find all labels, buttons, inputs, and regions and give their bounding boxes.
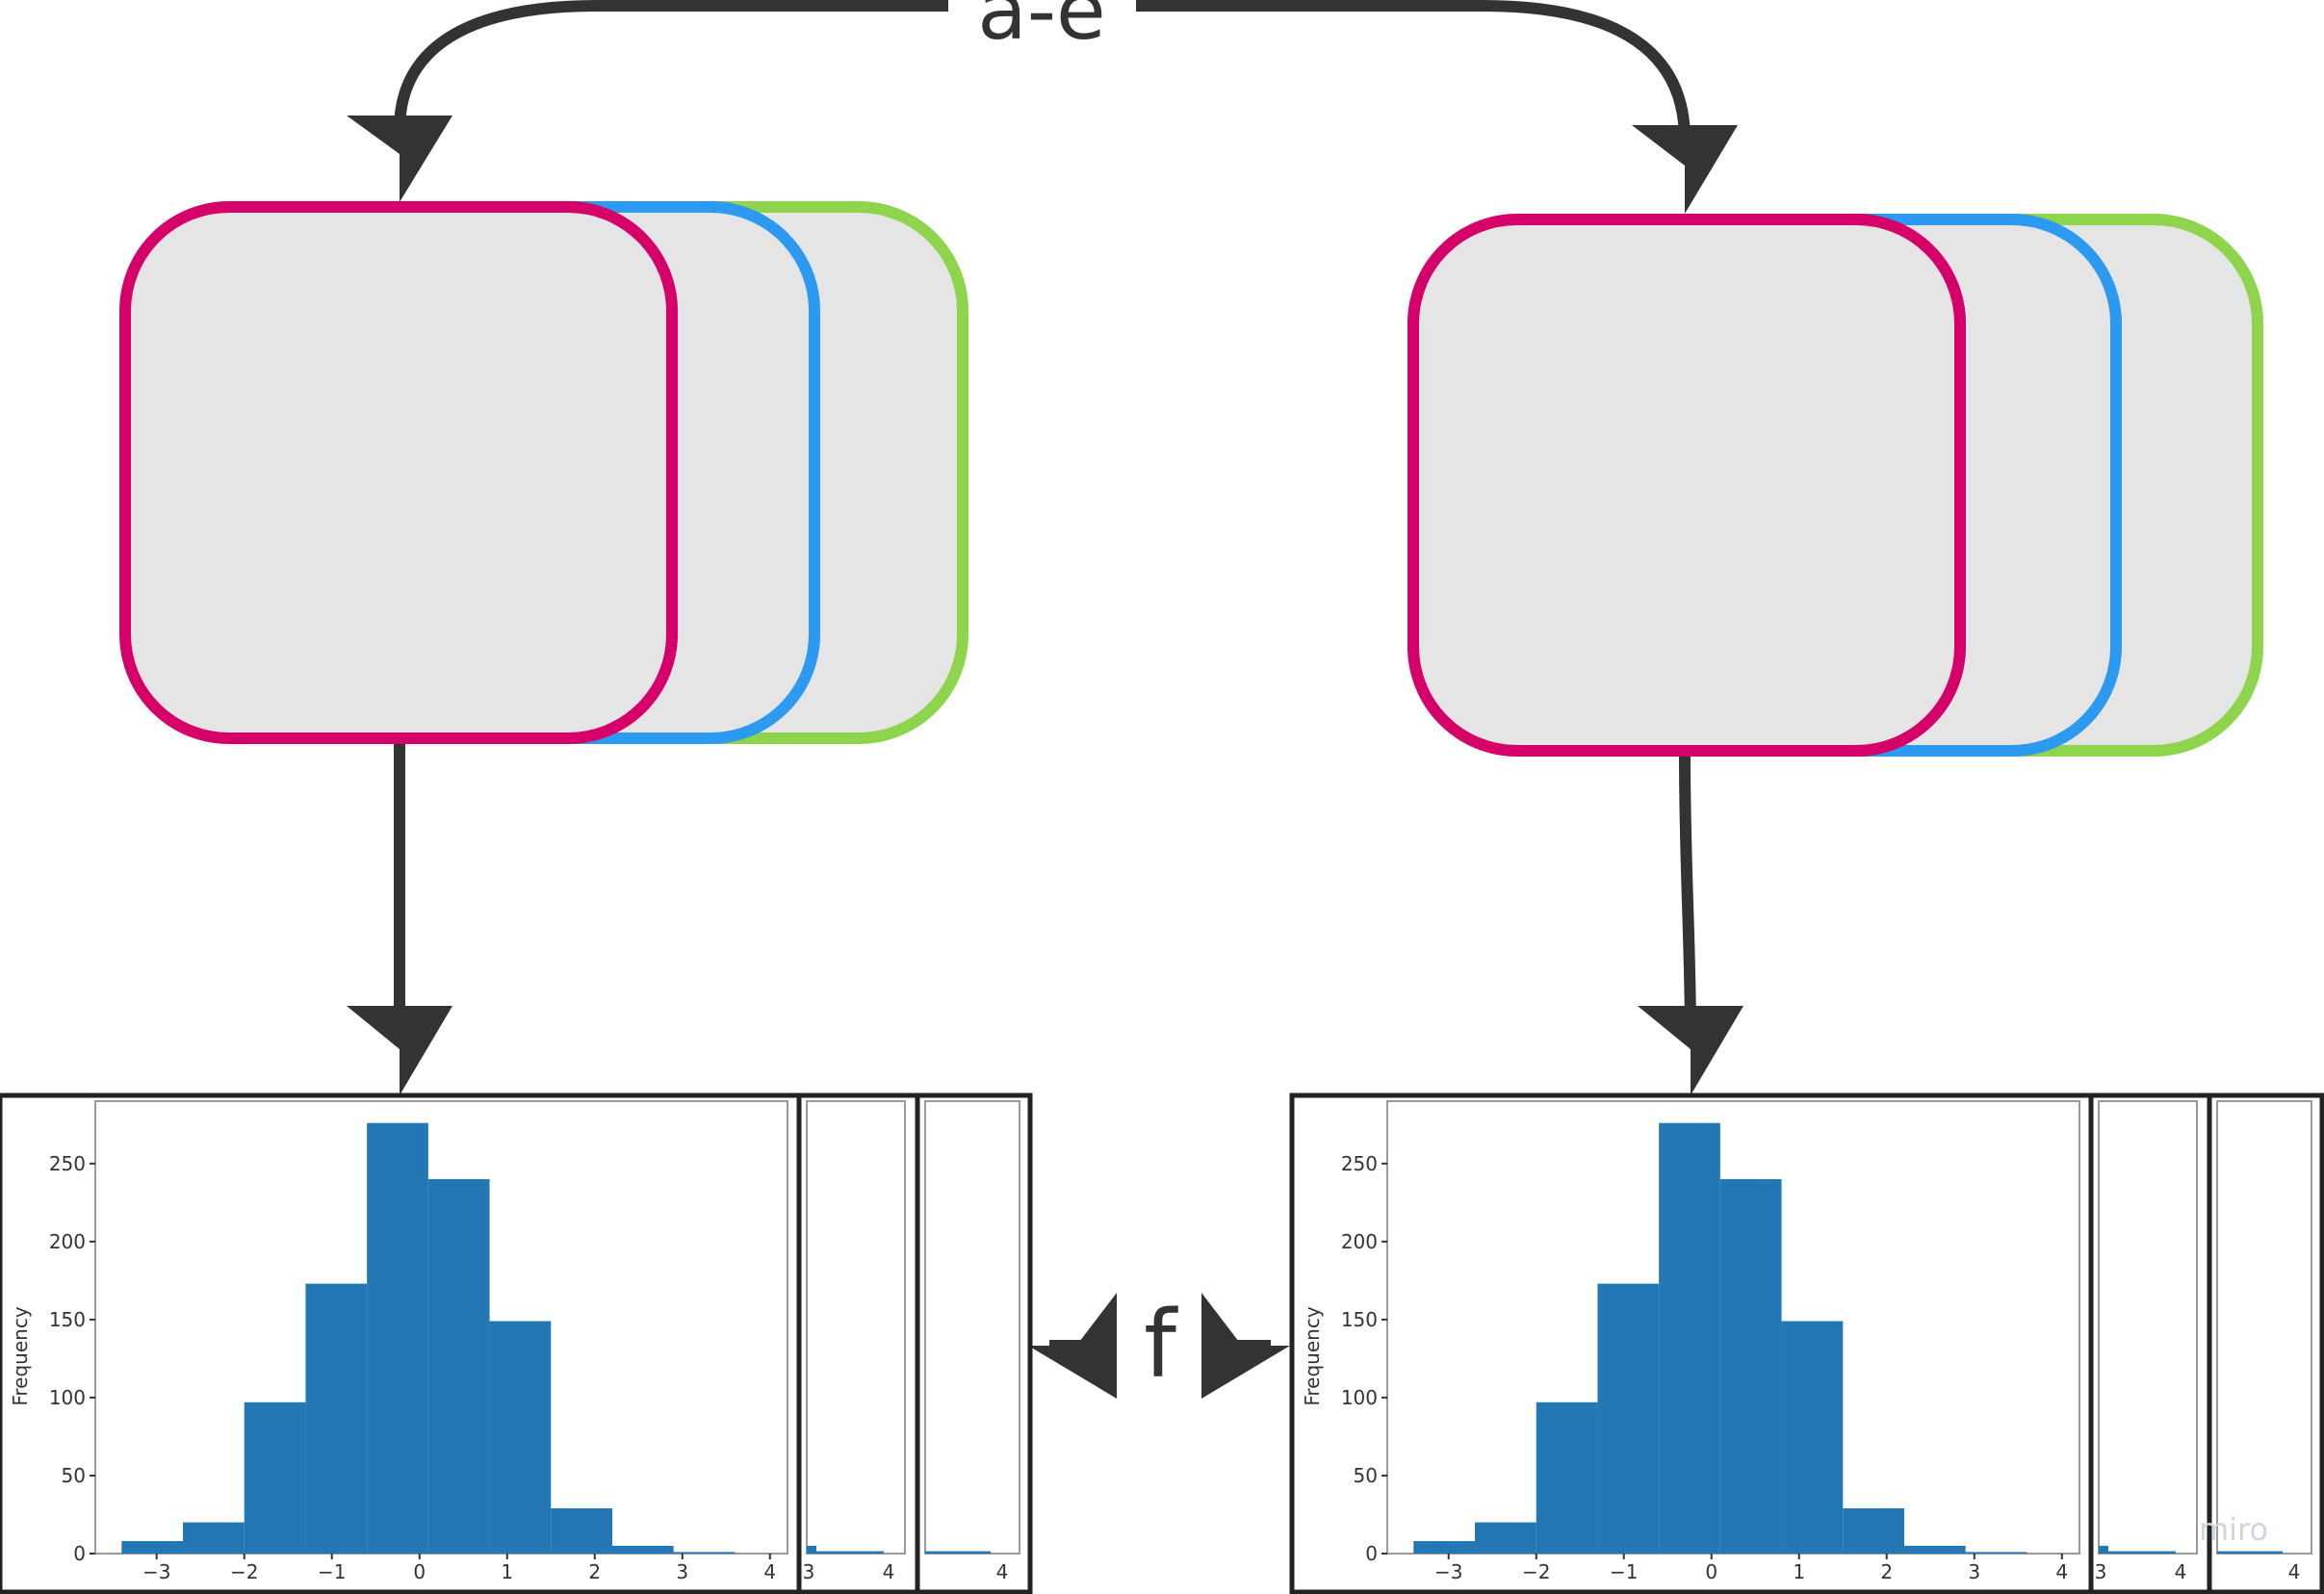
y-tick-label: 250 [1341, 1152, 1378, 1175]
x-tick-label: 4 [883, 1560, 895, 1583]
histogram-bar [807, 1545, 816, 1554]
histogram-bar [551, 1508, 612, 1554]
y-tick-label: 150 [1341, 1308, 1378, 1331]
middle-connector: f [1028, 1291, 1290, 1399]
x-tick-label: −3 [1434, 1560, 1462, 1583]
y-tick-label: 100 [49, 1386, 86, 1409]
card-front [119, 201, 678, 744]
arrowhead-icon [1201, 1293, 1290, 1399]
y-tick-label: 0 [1365, 1542, 1378, 1565]
arrowhead-icon [1028, 1293, 1117, 1399]
x-tick-label: 3 [803, 1560, 815, 1583]
left-card-stack [119, 201, 968, 744]
right-card-stack [1407, 214, 2263, 757]
histogram-bar [1659, 1122, 1720, 1554]
middle-connector-label: f [1144, 1291, 1178, 1399]
histogram-bar [1597, 1283, 1660, 1554]
histogram-bar [489, 1321, 552, 1554]
x-tick-label: −2 [1522, 1560, 1550, 1583]
left-histogram-stack: 3 4 4 −3 −2 −1 0 1 2 3 4 0 50 100 150 200 250 Frequency [0, 1093, 1033, 1594]
x-tick-label: 4 [2175, 1560, 2187, 1583]
histogram-bar [925, 1551, 991, 1554]
histogram-bar [305, 1283, 368, 1554]
histogram-bar [244, 1401, 306, 1554]
x-tick-label: 2 [1880, 1560, 1893, 1583]
top-connector-left-line [394, 0, 948, 131]
x-tick-label: 1 [501, 1560, 513, 1583]
top-connector-right-line [1136, 0, 1691, 141]
top-connector: a-e [347, 0, 1738, 214]
x-tick-label: 4 [996, 1560, 1009, 1583]
histogram-bar [2217, 1551, 2283, 1554]
card-front [1407, 214, 1966, 757]
x-tick-label: −1 [318, 1560, 346, 1583]
x-tick-label: 3 [2095, 1560, 2107, 1583]
arrowhead-icon [347, 1006, 452, 1095]
x-tick-label: −2 [230, 1560, 258, 1583]
histogram-bar [1536, 1401, 1598, 1554]
histogram-panel-frame [2207, 1093, 2324, 1594]
histogram-bar [121, 1541, 184, 1554]
right-down-line [1679, 756, 1696, 1041]
top-connector-label: a-e [977, 0, 1105, 58]
x-tick-label: 1 [1793, 1560, 1805, 1583]
histogram-bar [673, 1552, 736, 1554]
histogram-bar [1903, 1545, 1966, 1554]
watermark: miro [2199, 1511, 2268, 1548]
x-tick-label: 4 [2288, 1560, 2301, 1583]
histogram-panel-frame [915, 1093, 1033, 1594]
y-tick-label: 100 [1341, 1386, 1378, 1409]
histogram-bar [1719, 1179, 1782, 1554]
arrowhead-icon [1632, 125, 1738, 214]
histogram-bar [367, 1122, 428, 1554]
x-tick-label: 2 [588, 1560, 601, 1583]
y-axis-label: Frequency [1301, 1306, 1324, 1405]
histogram-panel-frame [796, 1093, 920, 1594]
y-tick-label: 200 [49, 1230, 86, 1253]
histogram-panel-frame [2088, 1093, 2212, 1594]
histogram-bar [816, 1551, 884, 1554]
x-tick-label: 3 [676, 1560, 688, 1583]
y-tick-label: 250 [49, 1152, 86, 1175]
histogram-bar [1965, 1552, 2027, 1554]
x-tick-label: 4 [2055, 1560, 2068, 1583]
right-histogram-stack: 3 4 4 −3 −2 −1 0 1 2 3 4 0 50 100 150 200 250 Frequency [1289, 1093, 2324, 1594]
down-connectors [347, 744, 1743, 1095]
histogram-bar [1475, 1522, 1536, 1554]
y-axis-label: Frequency [9, 1306, 32, 1405]
x-tick-label: 0 [413, 1560, 426, 1583]
histogram-bar [1413, 1541, 1476, 1554]
x-tick-label: 0 [1705, 1560, 1717, 1583]
x-tick-label: −3 [142, 1560, 170, 1583]
histogram-bar [2099, 1545, 2108, 1554]
y-tick-label: 50 [62, 1464, 86, 1487]
x-tick-label: 4 [763, 1560, 776, 1583]
arrowhead-icon [347, 116, 452, 202]
histogram-bar [1843, 1508, 1904, 1554]
histogram-bar [427, 1179, 490, 1554]
y-tick-label: 200 [1341, 1230, 1378, 1253]
y-tick-label: 150 [49, 1308, 86, 1331]
y-tick-label: 50 [1354, 1464, 1378, 1487]
histogram-bar [183, 1522, 245, 1554]
x-tick-label: 3 [1968, 1560, 1980, 1583]
histogram-bar [2108, 1551, 2176, 1554]
x-tick-label: −1 [1610, 1560, 1638, 1583]
histogram-bar [1781, 1321, 1844, 1554]
arrowhead-icon [1638, 1006, 1743, 1095]
y-tick-label: 0 [73, 1542, 86, 1565]
histogram-bar [611, 1545, 674, 1554]
